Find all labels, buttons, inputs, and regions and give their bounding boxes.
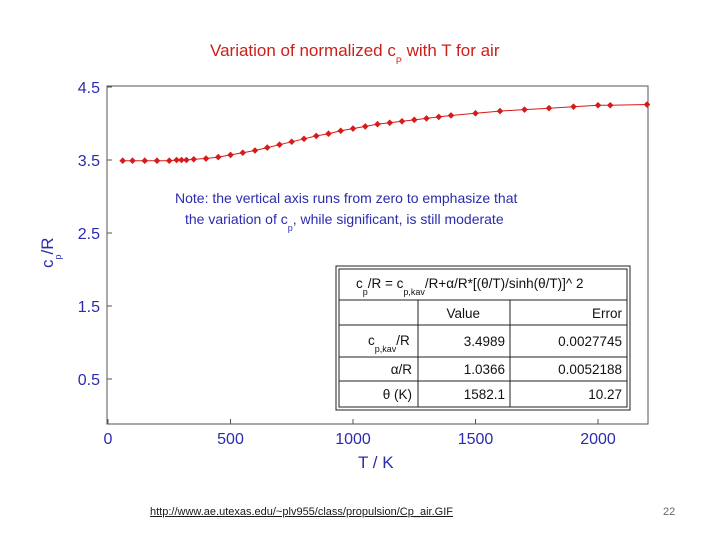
row-label-theta: θ (K) (383, 387, 412, 402)
data-point (183, 156, 190, 164)
data-point (570, 103, 577, 111)
data-point (398, 118, 406, 125)
row-error-theta: 10.27 (588, 387, 622, 402)
x-tick-label: 2000 (580, 431, 616, 448)
data-point (288, 138, 296, 146)
y-ticks: 4.5 3.5 2.5 1.5 0.5 (78, 80, 112, 389)
data-point (496, 107, 504, 115)
slide-number: 22 (663, 506, 676, 518)
source-link[interactable]: http://www.ae.utexas.edu/~plv955/class/p… (150, 506, 453, 518)
y-tick-label: 4.5 (78, 80, 100, 97)
data-point (325, 130, 332, 138)
x-ticks: 0 500 1000 1500 2000 (104, 419, 616, 448)
x-tick-label: 0 (104, 431, 113, 448)
data-point (337, 127, 345, 135)
y-tick-label: 2.5 (78, 226, 100, 243)
data-point (521, 106, 528, 113)
data-point (173, 156, 180, 164)
data-point (606, 101, 614, 109)
x-tick-label: 1500 (458, 431, 494, 448)
data-point (263, 144, 271, 151)
y-tick-label: 3.5 (78, 153, 100, 170)
data-point (227, 151, 234, 159)
data-point (153, 157, 161, 165)
data-point (435, 113, 443, 121)
data-point (251, 147, 259, 154)
note-line-2: the variation of cp, while significant, … (185, 211, 504, 233)
note-line-1: Note: the vertical axis runs from zero t… (175, 190, 517, 206)
header-value: Value (446, 306, 480, 321)
data-point (594, 101, 602, 109)
data-point (165, 157, 173, 165)
y-tick-label: 0.5 (78, 372, 100, 389)
data-point (472, 109, 479, 117)
row-value-alpha: 1.0366 (464, 362, 505, 377)
data-point (643, 101, 651, 108)
fit-curve (122, 104, 648, 162)
data-point (178, 156, 185, 164)
row-value-cpkav: 3.4989 (464, 334, 505, 349)
plot-area (106, 85, 649, 425)
data-point (374, 120, 381, 128)
row-value-theta: 1582.1 (464, 387, 505, 402)
data-point (545, 104, 553, 112)
row-error-cpkav: 0.0027745 (558, 334, 622, 349)
row-label-cpkav: cp,kav/R (368, 333, 410, 354)
chart-title: Variation of normalized cP with T for ai… (210, 41, 500, 66)
fit-table: cp/R = cp,kav/R+α/R*[(θ/T)/sinh(θ/T)]^ 2… (335, 265, 631, 411)
data-point (386, 119, 394, 127)
data-point (239, 149, 247, 156)
data-point (447, 112, 455, 119)
row-label-alpha: α/R (391, 362, 413, 377)
y-tick-label: 1.5 (78, 299, 100, 316)
y-axis-label: cp/R (38, 237, 63, 268)
row-error-alpha: 0.0052188 (558, 362, 622, 377)
data-point (312, 132, 320, 140)
header-error: Error (592, 306, 623, 321)
data-point (214, 153, 222, 161)
data-point (276, 141, 283, 148)
data-point (423, 115, 430, 122)
data-point (202, 155, 210, 162)
x-tick-label: 500 (217, 431, 244, 448)
fit-equation: cp/R = cp,kav/R+α/R*[(θ/T)/sinh(θ/T)]^ 2 (356, 276, 583, 297)
x-axis-label: T / K (358, 453, 394, 472)
data-point (410, 116, 418, 124)
data-point (190, 155, 198, 163)
data-point (119, 157, 126, 165)
x-tick-label: 1000 (335, 431, 371, 448)
data-point (361, 123, 369, 130)
data-point (129, 157, 136, 165)
data-points (119, 101, 651, 165)
data-point (349, 125, 357, 132)
data-point (141, 157, 149, 165)
data-point (300, 135, 308, 143)
